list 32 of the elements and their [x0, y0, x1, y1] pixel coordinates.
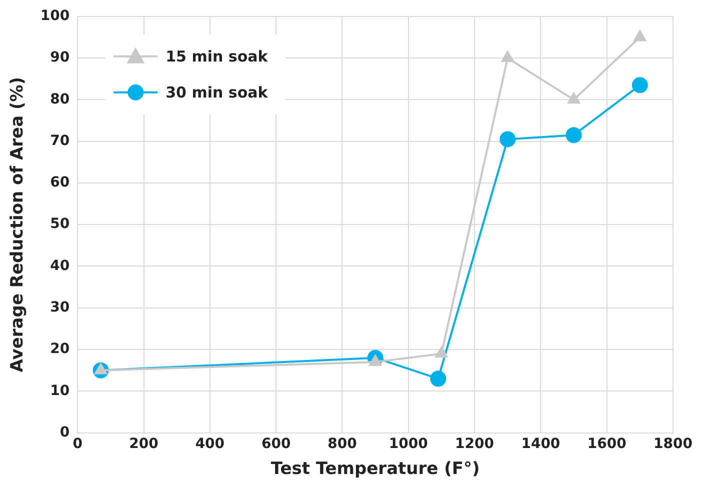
y-tick-label: 90 — [50, 50, 70, 66]
x-tick-label: 400 — [195, 436, 225, 452]
point — [430, 370, 446, 387]
y-tick-label: 100 — [40, 8, 70, 24]
y-tick-label: 0 — [60, 424, 70, 440]
x-tick-label: 0 — [72, 436, 83, 452]
x-tick-label: 800 — [328, 436, 358, 452]
legend-label: 15 min soak — [166, 47, 269, 66]
y-tick-label: 70 — [50, 132, 70, 149]
point — [632, 29, 647, 42]
y-tick-label: 80 — [50, 91, 70, 108]
x-tick-label: 1200 — [455, 436, 494, 452]
y-axis-title: Average Reduction of Area (%) — [8, 76, 28, 372]
y-tick-label: 20 — [50, 341, 70, 358]
legend-label: 30 min soak — [166, 83, 269, 102]
y-tick-label: 60 — [50, 174, 70, 191]
y-tick-label: 40 — [50, 258, 70, 274]
point — [632, 77, 648, 94]
point — [500, 131, 516, 148]
x-tick-label: 200 — [129, 436, 159, 452]
x-axis-title: Test Temperature (F°) — [270, 459, 480, 480]
point — [566, 127, 582, 144]
y-tick-label: 10 — [50, 382, 70, 399]
x-tick-label: 1000 — [388, 436, 428, 452]
x-tick-label: 1600 — [587, 436, 627, 452]
point — [500, 50, 515, 62]
x-tick-label: 1800 — [654, 436, 693, 452]
y-tick-label: 30 — [50, 300, 70, 316]
x-tick-label: 1400 — [521, 436, 560, 452]
x-tick-label: 600 — [261, 436, 291, 452]
y-tick-label: 50 — [50, 216, 70, 232]
point — [566, 92, 581, 104]
